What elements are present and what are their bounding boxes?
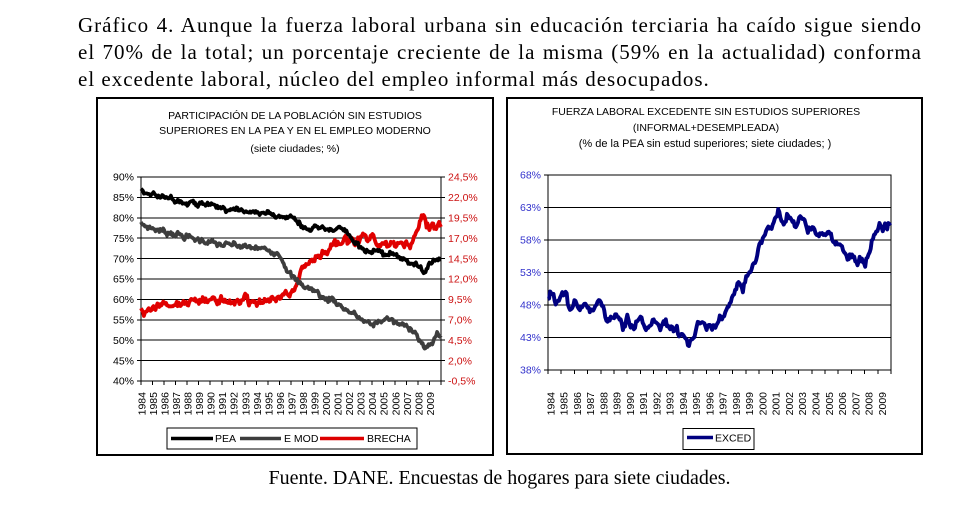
svg-text:(siete ciudades; %): (siete ciudades; %) xyxy=(250,143,339,155)
svg-text:55%: 55% xyxy=(113,315,134,327)
svg-text:2001: 2001 xyxy=(771,392,783,416)
svg-text:2007: 2007 xyxy=(402,392,414,416)
svg-text:1989: 1989 xyxy=(194,392,206,416)
svg-text:BRECHA: BRECHA xyxy=(367,433,411,445)
svg-text:1996: 1996 xyxy=(275,392,287,416)
svg-text:2006: 2006 xyxy=(390,392,402,416)
svg-text:1988: 1988 xyxy=(598,392,610,416)
svg-text:1993: 1993 xyxy=(240,392,252,416)
svg-text:1995: 1995 xyxy=(263,392,275,416)
svg-text:24,5%: 24,5% xyxy=(448,172,478,184)
svg-text:(INFORMAL+DESEMPLEADA): (INFORMAL+DESEMPLEADA) xyxy=(633,122,779,134)
svg-text:2001: 2001 xyxy=(333,392,345,416)
svg-text:68%: 68% xyxy=(520,170,541,182)
svg-text:PARTICIPACIÓN DE LA POBLACIÓN: PARTICIPACIÓN DE LA POBLACIÓN SIN ESTUDI… xyxy=(168,109,422,122)
svg-text:2003: 2003 xyxy=(356,392,368,416)
svg-text:EXCED: EXCED xyxy=(715,433,752,445)
svg-text:1985: 1985 xyxy=(559,392,571,416)
svg-text:1996: 1996 xyxy=(704,392,716,416)
svg-text:17,0%: 17,0% xyxy=(448,233,478,245)
svg-text:63%: 63% xyxy=(520,202,541,214)
svg-text:70%: 70% xyxy=(113,253,134,265)
svg-text:1991: 1991 xyxy=(217,392,229,416)
svg-text:1988: 1988 xyxy=(183,392,195,416)
svg-text:1985: 1985 xyxy=(148,392,160,416)
svg-text:1998: 1998 xyxy=(731,392,743,416)
svg-text:PEA: PEA xyxy=(215,433,236,445)
svg-text:1997: 1997 xyxy=(286,392,298,416)
svg-text:2007: 2007 xyxy=(850,392,862,416)
svg-text:19,5%: 19,5% xyxy=(448,213,478,225)
svg-text:1984: 1984 xyxy=(136,392,148,416)
svg-text:80%: 80% xyxy=(113,213,134,225)
svg-text:1986: 1986 xyxy=(572,392,584,416)
svg-text:1993: 1993 xyxy=(665,392,677,416)
svg-text:2009: 2009 xyxy=(425,392,437,416)
svg-text:60%: 60% xyxy=(113,294,134,306)
svg-text:2005: 2005 xyxy=(379,392,391,416)
svg-text:SUPERIORES EN LA PEA Y EN EL E: SUPERIORES EN LA PEA Y EN EL EMPLEO MODE… xyxy=(159,125,431,137)
svg-text:-0,5%: -0,5% xyxy=(448,376,475,388)
svg-text:2009: 2009 xyxy=(877,392,889,416)
svg-text:1989: 1989 xyxy=(612,392,624,416)
svg-text:9,5%: 9,5% xyxy=(448,294,472,306)
svg-text:2000: 2000 xyxy=(321,392,333,416)
svg-text:1990: 1990 xyxy=(625,392,637,416)
svg-text:22,0%: 22,0% xyxy=(448,192,478,204)
svg-text:4,5%: 4,5% xyxy=(448,335,472,347)
svg-text:2005: 2005 xyxy=(824,392,836,416)
svg-text:2002: 2002 xyxy=(784,392,796,416)
svg-text:75%: 75% xyxy=(113,233,134,245)
svg-text:2004: 2004 xyxy=(811,392,823,416)
svg-text:1987: 1987 xyxy=(171,392,183,416)
svg-text:2002: 2002 xyxy=(344,392,356,416)
svg-text:1995: 1995 xyxy=(691,392,703,416)
svg-text:1990: 1990 xyxy=(206,392,218,416)
svg-text:48%: 48% xyxy=(520,300,541,312)
svg-text:14,5%: 14,5% xyxy=(448,253,478,265)
svg-text:58%: 58% xyxy=(520,235,541,247)
svg-text:1999: 1999 xyxy=(310,392,322,416)
svg-text:1994: 1994 xyxy=(678,392,690,416)
svg-text:1994: 1994 xyxy=(252,392,264,416)
svg-text:45%: 45% xyxy=(113,355,134,367)
svg-text:2008: 2008 xyxy=(864,392,876,416)
svg-text:1986: 1986 xyxy=(160,392,172,416)
svg-text:85%: 85% xyxy=(113,192,134,204)
svg-text:2003: 2003 xyxy=(797,392,809,416)
svg-text:53%: 53% xyxy=(520,267,541,279)
svg-text:50%: 50% xyxy=(113,335,134,347)
svg-text:1992: 1992 xyxy=(651,392,663,416)
svg-text:(% de la PEA sin estud superio: (% de la PEA sin estud superiores; siete… xyxy=(579,138,832,150)
svg-text:1997: 1997 xyxy=(718,392,730,416)
svg-text:2006: 2006 xyxy=(837,392,849,416)
svg-text:90%: 90% xyxy=(113,172,134,184)
svg-text:1998: 1998 xyxy=(298,392,310,416)
svg-text:FUERZA LABORAL EXCEDENTE SIN E: FUERZA LABORAL EXCEDENTE SIN ESTUDIOS SU… xyxy=(552,106,860,118)
svg-text:1984: 1984 xyxy=(545,392,557,416)
svg-text:2008: 2008 xyxy=(413,392,425,416)
svg-text:12,0%: 12,0% xyxy=(448,274,478,286)
svg-text:65%: 65% xyxy=(113,274,134,286)
svg-text:1991: 1991 xyxy=(638,392,650,416)
svg-text:43%: 43% xyxy=(520,332,541,344)
svg-text:E MOD: E MOD xyxy=(284,433,319,445)
svg-text:40%: 40% xyxy=(113,376,134,388)
svg-text:7,0%: 7,0% xyxy=(448,315,472,327)
svg-text:1999: 1999 xyxy=(744,392,756,416)
svg-text:2004: 2004 xyxy=(367,392,379,416)
svg-text:1992: 1992 xyxy=(229,392,241,416)
svg-text:38%: 38% xyxy=(520,365,541,377)
svg-text:2,0%: 2,0% xyxy=(448,355,472,367)
svg-text:1987: 1987 xyxy=(585,392,597,416)
svg-text:2000: 2000 xyxy=(758,392,770,416)
